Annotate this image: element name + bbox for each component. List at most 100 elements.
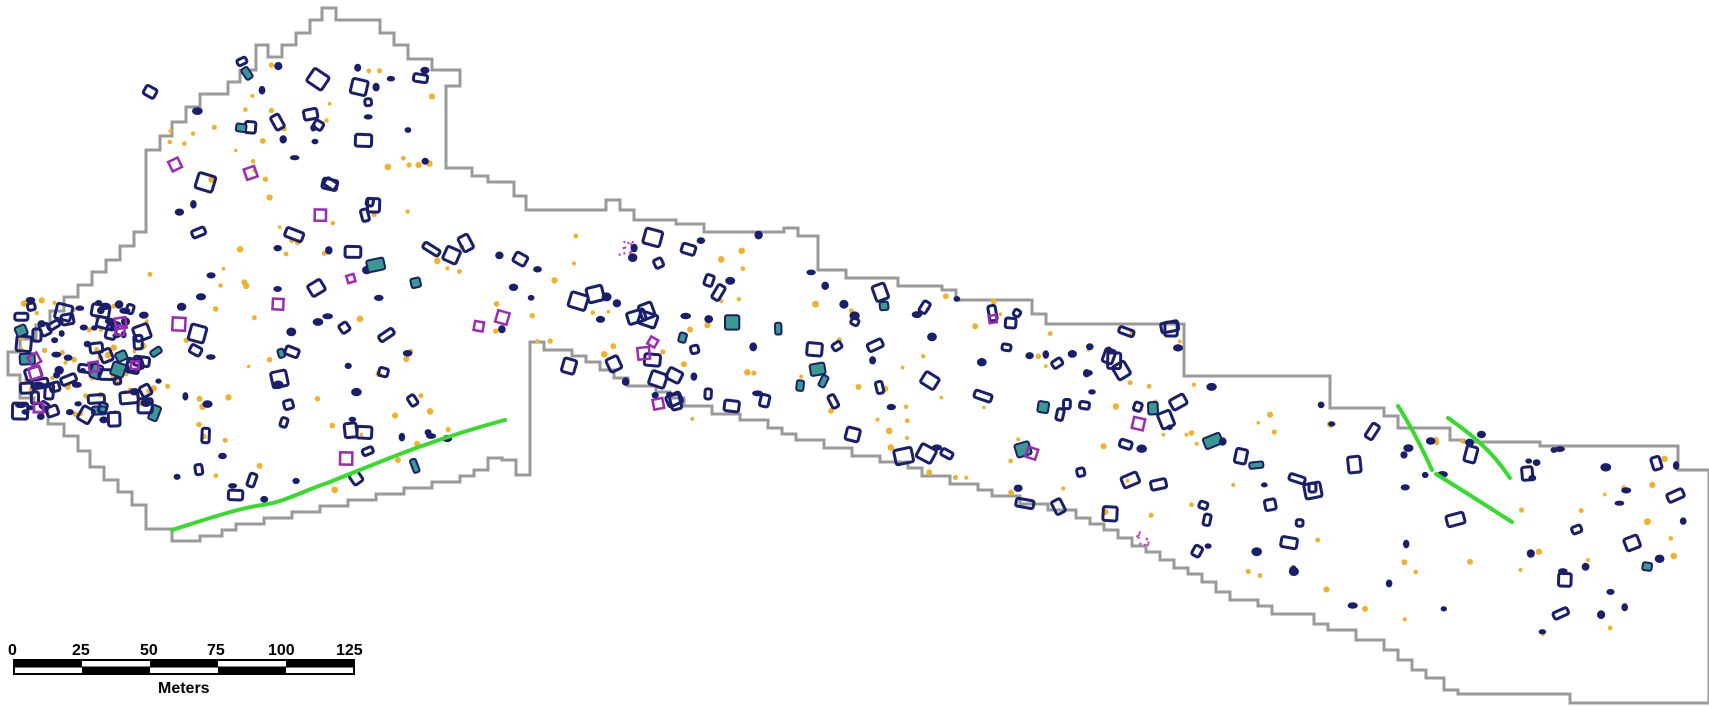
point-feature: [1602, 492, 1607, 497]
point-feature: [998, 312, 1003, 316]
structure-feature: [421, 157, 429, 165]
structure-feature: [1444, 510, 1467, 529]
structure-feature: [1014, 496, 1036, 511]
structure-feature: [1168, 392, 1189, 412]
structure-feature: [187, 343, 204, 358]
point-feature: [1315, 537, 1321, 543]
point-feature: [573, 233, 579, 239]
structure-feature: [821, 281, 830, 290]
scale-bar: 0 25 50 75 100 125 Meters: [8, 642, 363, 697]
structure-feature: [322, 313, 334, 320]
structure-feature: [1117, 437, 1134, 451]
point-feature: [952, 474, 959, 481]
point-feature: [457, 269, 462, 274]
point-feature: [266, 194, 273, 201]
structure-feature: [1347, 602, 1358, 609]
secondary-feature: [271, 297, 285, 312]
structure-feature: [58, 330, 65, 337]
point-feature: [610, 343, 617, 350]
secondary-feature: [166, 155, 184, 174]
structure-feature: [527, 294, 535, 301]
structure-feature: [359, 207, 371, 223]
point-feature: [268, 107, 275, 114]
point-feature: [331, 486, 339, 494]
point-feature: [251, 315, 257, 321]
structure-feature: [337, 320, 352, 335]
point-feature: [1127, 380, 1133, 386]
structure-feature: [892, 445, 915, 467]
structure-feature: [292, 477, 300, 485]
structure-feature: [234, 122, 248, 134]
structure-feature: [1000, 342, 1013, 353]
structure-feature: [193, 462, 205, 477]
scale-tick-75: 75: [207, 642, 225, 659]
structure-feature: [917, 299, 932, 315]
structure-feature: [849, 316, 861, 328]
structure-feature: [109, 360, 128, 379]
structure-feature: [137, 382, 154, 399]
structure-feature: [88, 341, 105, 355]
structure-feature: [1532, 459, 1541, 467]
structure-feature: [1036, 400, 1051, 415]
structure-feature: [752, 390, 763, 397]
point-feature: [1184, 432, 1189, 437]
structure-feature: [1425, 437, 1436, 445]
secondary-feature: [987, 313, 999, 325]
structure-feature: [1086, 343, 1094, 351]
structure-feature: [1054, 407, 1066, 422]
structure-feature: [808, 361, 827, 377]
point-feature: [41, 347, 48, 353]
structure-feature: [1328, 421, 1336, 427]
structure-feature: [1622, 533, 1642, 553]
point-feature: [606, 309, 611, 314]
structure-feature: [911, 311, 923, 319]
structure-feature: [286, 327, 297, 337]
structure-feature: [200, 426, 211, 445]
structure-feature: [353, 132, 374, 149]
structure-feature: [869, 356, 877, 365]
structure-feature: [1555, 446, 1565, 452]
point-feature: [132, 349, 137, 354]
structure-feature: [1462, 444, 1480, 465]
point-feature: [551, 277, 558, 284]
structure-feature: [1679, 517, 1687, 525]
structure-feature: [140, 398, 152, 407]
structure-feature: [1067, 350, 1077, 358]
structure-feature: [1621, 487, 1632, 494]
structure-feature: [621, 377, 630, 386]
structure-feature: [1078, 399, 1091, 411]
dotted-feature: [618, 253, 621, 256]
structure-feature: [939, 447, 955, 461]
secondary-feature: [26, 364, 44, 382]
structure-feature: [865, 337, 885, 354]
structure-feature: [1288, 567, 1300, 576]
point-feature: [529, 313, 535, 319]
point-feature: [233, 148, 238, 153]
structure-feature: [1346, 454, 1363, 475]
point-feature: [392, 412, 399, 419]
point-feature: [751, 370, 757, 376]
structure-feature: [48, 380, 62, 394]
structure-feature: [1042, 350, 1050, 359]
point-feature: [601, 351, 608, 358]
structure-feature: [1597, 610, 1606, 620]
structure-feature: [18, 381, 36, 395]
structure-feature: [1581, 562, 1590, 571]
point-feature: [415, 161, 422, 169]
point-feature: [855, 383, 862, 390]
structure-feature: [53, 301, 75, 323]
dotted-feature: [1137, 533, 1141, 536]
structure-feature: [1149, 477, 1169, 492]
structure-feature: [1520, 465, 1535, 482]
structure-feature: [1248, 460, 1265, 470]
structure-feature: [269, 368, 290, 390]
point-feature: [990, 298, 997, 305]
structure-feature: [53, 371, 61, 379]
secondary-feature: [129, 360, 140, 371]
structure-feature: [132, 333, 144, 351]
point-feature: [1644, 518, 1651, 526]
structure-feature: [1013, 440, 1033, 459]
secondary-feature: [113, 324, 127, 337]
structure-feature: [344, 362, 352, 370]
